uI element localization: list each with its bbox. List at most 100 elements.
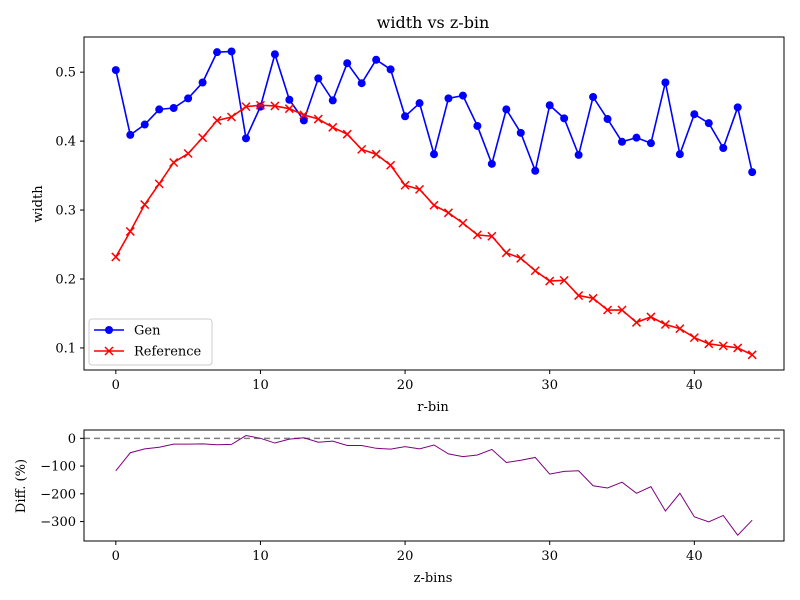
- main-series-gen-point: [574, 150, 583, 159]
- diff-y-tick-label: −200: [40, 487, 76, 502]
- main-series-reference-point: [415, 184, 425, 194]
- main-series-gen-point: [386, 65, 395, 74]
- main-series-gen-point: [502, 105, 511, 114]
- main-axes: 0 10 20 30 40 0.1 0.2 0.3 0.4 0.5: [55, 66, 702, 393]
- main-series-reference-point: [371, 149, 381, 159]
- main-series-gen-point: [198, 78, 207, 87]
- main-series-reference-point: [212, 115, 222, 125]
- main-chart-panel: width vs z-bin 0 10 20 30 400.10.20.30.40.5 …: [31, 13, 785, 415]
- main-series-reference-point: [313, 114, 323, 124]
- main-series-reference-point: [646, 312, 656, 322]
- main-series-reference-point: [617, 305, 627, 315]
- main-series-gen-point: [444, 94, 453, 103]
- diff-series-0-line: [115, 435, 753, 536]
- main-series-reference-point: [660, 319, 670, 330]
- main-series-reference-point: [530, 266, 540, 276]
- main-x-axis-label: r-bin: [417, 400, 449, 415]
- main-series-gen-point: [661, 78, 670, 87]
- main-series-gen-point: [184, 94, 193, 103]
- main-series-reference-point: [718, 341, 728, 351]
- main-series-gen-point: [473, 121, 482, 130]
- main-series-reference-point: [675, 324, 685, 334]
- main-y-tick-label: 0.1: [55, 341, 76, 356]
- main-series-gen-point: [632, 133, 641, 142]
- main-series-gen-point: [299, 116, 308, 125]
- main-series-reference-point: [226, 112, 237, 122]
- main-series-reference-point: [559, 275, 569, 285]
- diff-chart-panel: 0 10 20 30 40 0 −100 −200 −300 z-bins Diff. (%): [14, 429, 785, 586]
- main-series-reference-point: [631, 317, 642, 327]
- main-series-gen-point: [690, 110, 699, 119]
- diff-y-tick-label: 0: [68, 432, 76, 447]
- main-series-reference-point: [603, 305, 613, 315]
- main-series-gen-point: [357, 79, 366, 88]
- main-series-gen-point: [430, 150, 438, 159]
- main-series-gen-point: [285, 95, 294, 104]
- main-series-gen-point: [241, 134, 250, 143]
- main-x-tick-label: 0: [112, 378, 120, 393]
- main-series-reference-point: [487, 231, 497, 241]
- main-series-reference-point: [342, 129, 352, 139]
- main-series-reference-point: [140, 200, 150, 210]
- main-plot-frame: [83, 36, 785, 371]
- main-series-reference-point: [429, 200, 439, 210]
- diff-x-axis-label: z-bins: [414, 571, 453, 586]
- main-series-reference-point: [545, 276, 555, 286]
- diff-x-tick-label: 40: [686, 549, 703, 564]
- main-series-reference-point: [284, 104, 294, 114]
- main-series-reference-point: [111, 252, 121, 262]
- main-series-gen-point: [719, 144, 728, 152]
- main-series-gen-point: [343, 59, 352, 68]
- main-series-gen-point: [704, 119, 713, 128]
- main-x-tick-label: 40: [686, 378, 703, 393]
- main-series-gen-point: [487, 159, 496, 168]
- main-series-reference-point: [400, 180, 410, 190]
- main-series-reference-point: [704, 339, 714, 349]
- main-x-tick-label: 20: [397, 378, 414, 393]
- main-series-gen-point: [531, 166, 540, 175]
- main-y-axis-label: width: [31, 185, 46, 223]
- main-series-reference-point: [328, 122, 338, 132]
- main-series-gen-point: [733, 103, 742, 112]
- main-series-gen-point: [589, 92, 598, 101]
- main-series-gen-point: [603, 115, 612, 124]
- main-series-reference-point: [501, 248, 511, 258]
- main-series-reference-point: [125, 226, 135, 236]
- main-series-gen-point: [126, 130, 135, 139]
- main-series-gen-point: [545, 101, 554, 110]
- main-series-gen-point: [213, 48, 222, 57]
- main-series-gen-point: [328, 96, 337, 105]
- main-series-gen-point: [646, 139, 655, 148]
- main-series-gen-point: [415, 99, 424, 108]
- diff-plot-frame: [83, 429, 785, 542]
- main-series-reference-point: [154, 179, 164, 189]
- main-series-gen-point: [458, 91, 467, 100]
- main-series-gen-point: [111, 66, 120, 75]
- main-series-gen-point: [256, 102, 265, 111]
- legend-reference-label: Reference: [134, 345, 202, 360]
- legend-gen-label: Gen: [134, 324, 161, 339]
- chart-title: width vs z-bin: [377, 13, 490, 32]
- main-series-reference-point: [299, 110, 309, 120]
- main-series-layer: [111, 47, 757, 360]
- diff-y-tick-label: −100: [40, 460, 76, 475]
- main-series-reference-point: [516, 253, 526, 263]
- main-series-reference-point: [574, 291, 584, 301]
- main-y-tick-label: 0.4: [55, 135, 76, 150]
- main-series-gen-point: [140, 120, 149, 129]
- diff-x-tick-label: 30: [541, 549, 558, 564]
- main-series-gen-point: [314, 74, 323, 83]
- main-series-reference-point: [588, 293, 598, 303]
- main-series-reference-point: [472, 230, 482, 240]
- main-series-reference-point: [198, 133, 208, 143]
- main-series-gen-point: [618, 137, 627, 146]
- legend-reference-marker: [104, 346, 114, 356]
- main-series-reference-point: [270, 101, 280, 111]
- main-series-reference-point: [747, 350, 757, 360]
- main-series-reference-point: [241, 102, 251, 112]
- main-series-reference-point: [183, 148, 193, 159]
- diff-axes: 0 10 20 30 40 0 −100 −200 −300: [40, 432, 702, 564]
- main-x-tick-label: 30: [541, 378, 558, 393]
- diff-y-tick-label: −300: [40, 515, 76, 530]
